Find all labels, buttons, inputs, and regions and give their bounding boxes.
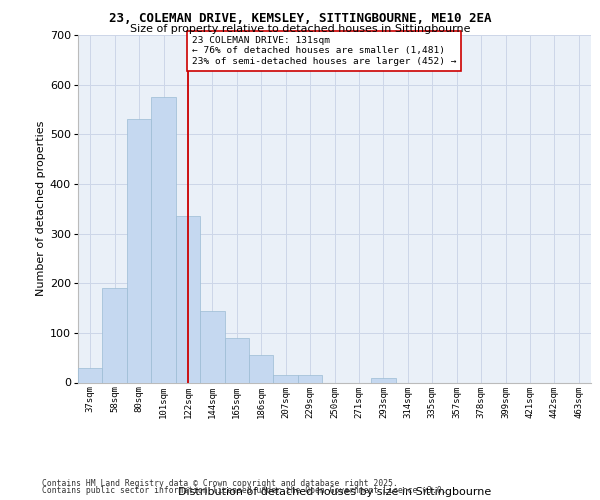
Text: Contains HM Land Registry data © Crown copyright and database right 2025.: Contains HM Land Registry data © Crown c… <box>42 478 398 488</box>
Bar <box>200 310 224 382</box>
Bar <box>78 368 103 382</box>
Bar <box>103 288 127 382</box>
Bar <box>274 375 298 382</box>
Y-axis label: Number of detached properties: Number of detached properties <box>36 121 46 296</box>
Text: 23 COLEMAN DRIVE: 131sqm
← 76% of detached houses are smaller (1,481)
23% of sem: 23 COLEMAN DRIVE: 131sqm ← 76% of detach… <box>191 36 456 66</box>
Text: 23, COLEMAN DRIVE, KEMSLEY, SITTINGBOURNE, ME10 2EA: 23, COLEMAN DRIVE, KEMSLEY, SITTINGBOURN… <box>109 12 491 26</box>
Text: Size of property relative to detached houses in Sittingbourne: Size of property relative to detached ho… <box>130 24 470 34</box>
Bar <box>151 97 176 382</box>
Bar <box>249 355 274 382</box>
Bar <box>298 375 322 382</box>
Bar <box>224 338 249 382</box>
Bar <box>176 216 200 382</box>
X-axis label: Distribution of detached houses by size in Sittingbourne: Distribution of detached houses by size … <box>178 487 491 497</box>
Bar <box>371 378 395 382</box>
Bar <box>127 120 151 382</box>
Text: Contains public sector information licensed under the Open Government Licence v3: Contains public sector information licen… <box>42 486 446 495</box>
